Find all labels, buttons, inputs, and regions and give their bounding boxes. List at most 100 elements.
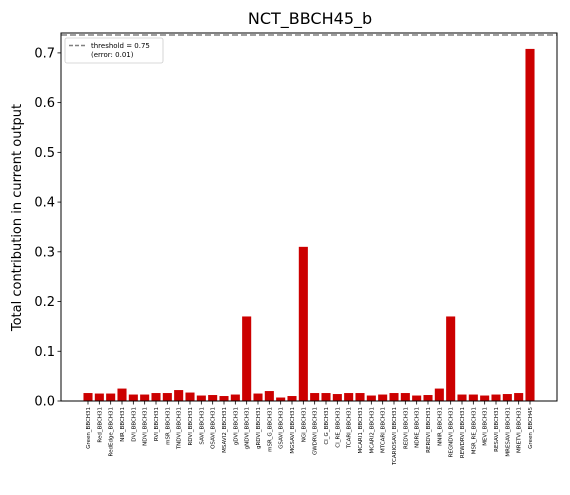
x-tick-label: NNIR_BBCH31 [437,407,443,446]
legend-error-label: (error: 0.01) [91,51,134,59]
y-tick-label: 0.7 [34,46,55,61]
bar [208,395,218,401]
x-tick-label: GWDRVI_BBCH31 [313,407,319,455]
legend: threshold = 0.75 (error: 0.01) [64,37,164,64]
bar [287,396,297,401]
bar [162,393,172,401]
x-tick-label: DVI_BBCH31 [131,407,137,442]
bars-group [83,48,535,401]
chart-title: NCT_BBCH45_b [248,9,372,29]
x-tick-label: MGSAVI_BBCH31 [290,407,296,454]
x-tick-label: GSAVI_BBCH31 [279,407,285,449]
bar [264,391,274,401]
bar [140,394,150,401]
x-tick-label: Red_BBCH31 [97,407,103,443]
bar [94,393,104,401]
x-tick-label: NDRE_BBCH31 [415,407,421,448]
bar [514,393,524,401]
x-tick-label: MEVI_BBCH31 [483,407,489,446]
x-tick-label: MRETVI_BBCH31 [517,407,523,453]
x-tick-label: gRDVI_BBCH31 [256,407,262,449]
y-tick-label: 0.6 [34,96,55,111]
bar [525,48,535,401]
bar [298,246,308,401]
bar [242,316,252,401]
y-axis-label: Total contribution in current output [10,104,25,332]
x-tick-label: mSR_G_BBCH31 [267,407,273,452]
x-tick-label: RVI_BBCH31 [154,407,160,441]
x-tick-label: mSR_BBCH31 [165,407,171,445]
bar [321,393,331,401]
x-tick-label: NGI_BBCH31 [301,407,307,442]
x-tick-label: MCARI1_BBCH31 [358,407,364,453]
x-tick-label: gNDVI_BBCH31 [245,407,251,449]
bar [106,393,116,401]
y-tick-label: 0.4 [34,196,55,211]
x-tick-label: Green_BBCH31 [86,407,92,449]
bar [230,394,240,401]
bar [174,390,184,401]
y-tick-label: 0.3 [34,245,55,260]
bar [117,388,127,401]
plot-frame [60,32,558,402]
x-tick-label: gDVI_BBCH31 [233,407,239,445]
bar [378,394,388,401]
bar [446,316,456,401]
y-tick-label: 0.5 [34,146,55,161]
bar [502,394,512,401]
bar [480,395,490,401]
x-tick-label: NIR_BBCH31 [120,407,126,442]
x-tick-label: OSAVI_BBCH31 [211,407,217,449]
bar [128,394,138,401]
x-axis-ticks: Green_BBCH31 Red_BBCH31 RedEdge_BBCH31 NIR_… [86,401,534,466]
x-tick-label: MTCARI_BBCH31 [381,407,387,453]
bar [491,394,501,401]
y-axis-ticks: 0.0 0.1 0.2 0.3 0.4 0.5 0.6 0.7 [34,46,61,410]
bar [196,395,206,401]
bar [366,395,376,401]
x-tick-label: RERDVI_BBCH31 [426,407,432,453]
bar [253,393,263,401]
x-tick-label: MRESAVI_BBCH31 [505,407,511,457]
y-tick-label: 0.0 [34,395,55,410]
x-tick-label: REWDRVI_BBCH31 [460,407,466,458]
bar [434,388,444,401]
legend-threshold-label: threshold = 0.75 [91,42,150,50]
bar [400,393,410,401]
bar [310,393,320,401]
bar [355,393,365,401]
x-tick-label: TNDVI_BBCH31 [177,407,183,450]
bar [151,393,161,401]
x-tick-label: REDVI_BBCH31 [403,407,409,449]
bar [423,395,433,401]
bar [457,394,467,401]
bar [219,396,229,401]
x-tick-label: MSAVI2_BBCH31 [222,407,228,453]
x-tick-label: RESAVI_BBCH31 [494,407,500,452]
y-tick-label: 0.2 [34,295,55,310]
bar [83,393,93,401]
x-tick-label: CI_RE_BBCH31 [335,407,341,448]
x-tick-label: CI_G_BBCH31 [324,407,330,445]
bar [412,395,422,401]
y-tick-label: 0.1 [34,345,55,360]
bar [344,393,354,401]
x-tick-label: NDVI_BBCH31 [143,407,149,446]
x-tick-label: MSR_RE_BBCH31 [471,407,477,454]
x-tick-label: TCARI_BBCH31 [347,407,353,449]
bar [185,392,195,401]
bar [276,397,286,401]
bar [332,394,342,401]
x-tick-label: REGNDVI_BBCH31 [449,407,455,457]
x-tick-label: MCARI2_BBCH31 [369,407,375,453]
x-tick-label: RedEdge_BBCH31 [109,407,115,456]
x-tick-label: RDVI_BBCH31 [188,407,194,446]
x-tick-label: TCARIOSAVI_BBCH31 [392,407,398,466]
legend-box [64,37,164,64]
bar [389,393,399,401]
bar [468,394,478,401]
x-tick-label: Green_BBCH45 [528,407,534,449]
x-tick-label: SAVI_BBCH31 [199,407,205,445]
